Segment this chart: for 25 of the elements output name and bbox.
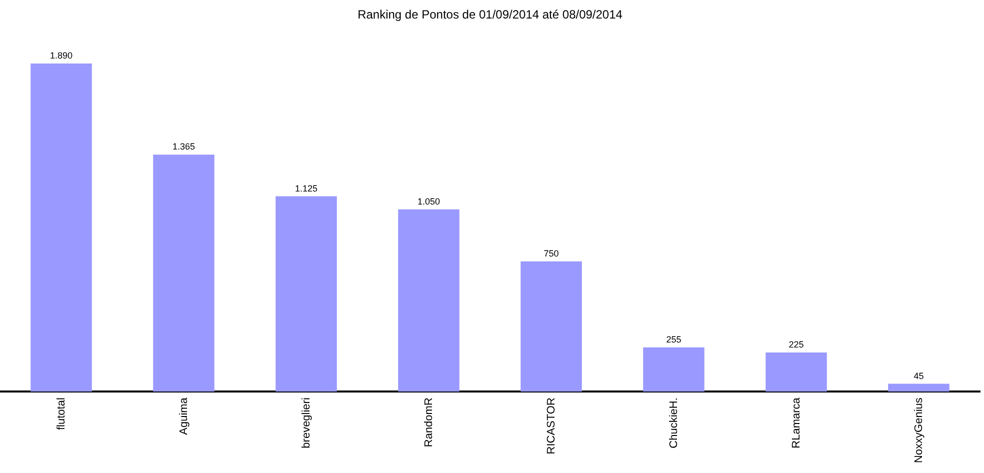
x-tick-label: RICASTOR: [545, 398, 558, 454]
bar: [766, 352, 827, 392]
bar: [398, 209, 460, 392]
data-label: 1.050: [417, 196, 440, 206]
x-tick-label: RLamarca: [790, 396, 802, 448]
data-label: 255: [666, 334, 682, 344]
data-label: 1.125: [294, 183, 318, 194]
bar: [643, 347, 704, 392]
bar: [520, 261, 582, 392]
bar: [276, 196, 337, 392]
bar: [153, 154, 214, 392]
x-tick-label: flutotal: [55, 398, 68, 430]
x-tick-label: Aguima: [178, 396, 190, 435]
x-tick-label: NoxxyGenius: [912, 397, 925, 464]
chart-title: Ranking de Pontos de 01/09/2014 até 08/09/2014: [358, 8, 623, 22]
data-label: 750: [544, 248, 559, 258]
data-label: 1.890: [50, 50, 73, 60]
data-label: 225: [788, 340, 804, 350]
x-tick-label: breveglieri: [300, 398, 312, 448]
bar: [888, 384, 950, 392]
data-label: 1.365: [172, 142, 196, 152]
bar: [30, 63, 92, 392]
x-tick-label: ChuckieH.: [668, 398, 680, 448]
x-tick-label: RandomR: [422, 398, 435, 448]
data-label: 45: [914, 370, 924, 381]
